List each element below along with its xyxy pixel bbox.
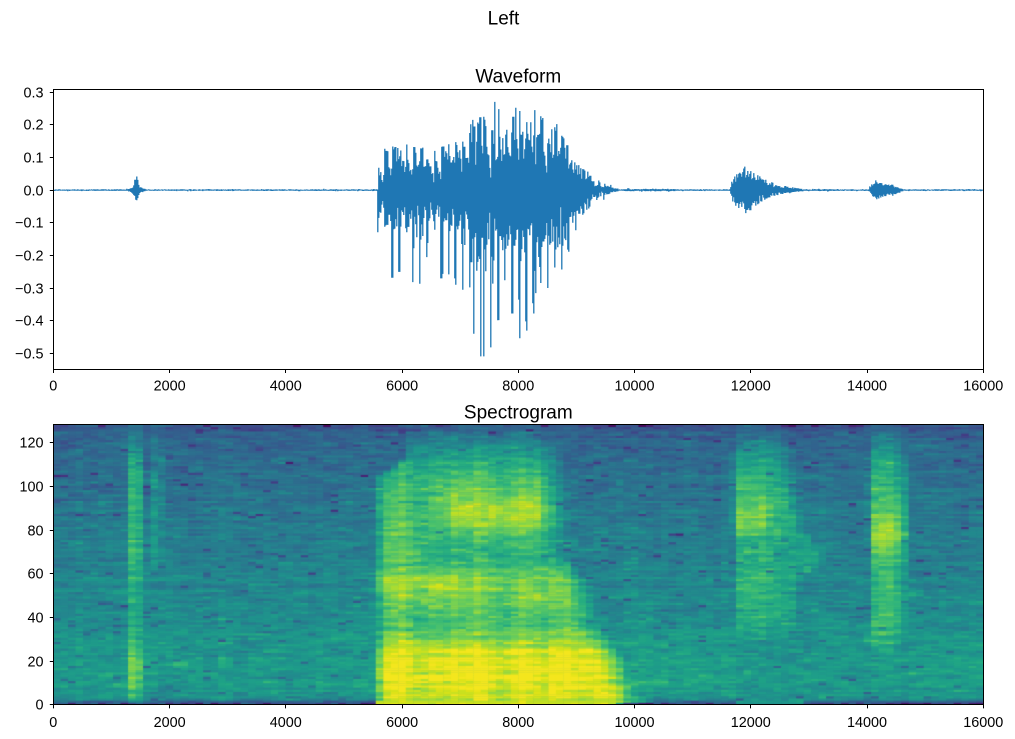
svg-text:8000: 8000 — [502, 378, 534, 394]
svg-text:10000: 10000 — [614, 378, 654, 394]
svg-text:0.0: 0.0 — [23, 184, 43, 200]
svg-text:−0.1: −0.1 — [15, 216, 43, 232]
svg-text:−0.5: −0.5 — [15, 347, 43, 363]
svg-text:0: 0 — [49, 715, 57, 731]
svg-text:12000: 12000 — [731, 715, 771, 731]
svg-text:6000: 6000 — [386, 378, 418, 394]
svg-text:2000: 2000 — [154, 378, 186, 394]
svg-text:0.2: 0.2 — [23, 118, 43, 134]
svg-text:Left: Left — [488, 8, 520, 29]
svg-text:0: 0 — [35, 698, 43, 714]
svg-text:−0.2: −0.2 — [15, 249, 43, 265]
svg-text:40: 40 — [27, 611, 43, 627]
svg-text:Waveform: Waveform — [475, 66, 561, 87]
svg-text:Spectrogram: Spectrogram — [464, 402, 573, 423]
svg-text:80: 80 — [27, 524, 43, 540]
svg-text:−0.4: −0.4 — [15, 314, 43, 330]
svg-text:6000: 6000 — [386, 715, 418, 731]
svg-text:2000: 2000 — [154, 715, 186, 731]
svg-text:10000: 10000 — [614, 715, 654, 731]
svg-text:16000: 16000 — [963, 378, 1003, 394]
svg-text:120: 120 — [19, 436, 43, 452]
svg-text:12000: 12000 — [731, 378, 771, 394]
svg-text:16000: 16000 — [963, 715, 1003, 731]
svg-text:4000: 4000 — [270, 378, 302, 394]
svg-text:100: 100 — [19, 480, 43, 496]
svg-text:−0.3: −0.3 — [15, 282, 43, 298]
svg-text:0: 0 — [49, 378, 57, 394]
svg-text:0.3: 0.3 — [23, 86, 43, 102]
svg-text:14000: 14000 — [847, 378, 887, 394]
svg-text:0.1: 0.1 — [23, 151, 43, 167]
svg-text:14000: 14000 — [847, 715, 887, 731]
svg-text:8000: 8000 — [502, 715, 534, 731]
svg-text:4000: 4000 — [270, 715, 302, 731]
svg-text:20: 20 — [27, 655, 43, 671]
svg-text:60: 60 — [27, 567, 43, 583]
